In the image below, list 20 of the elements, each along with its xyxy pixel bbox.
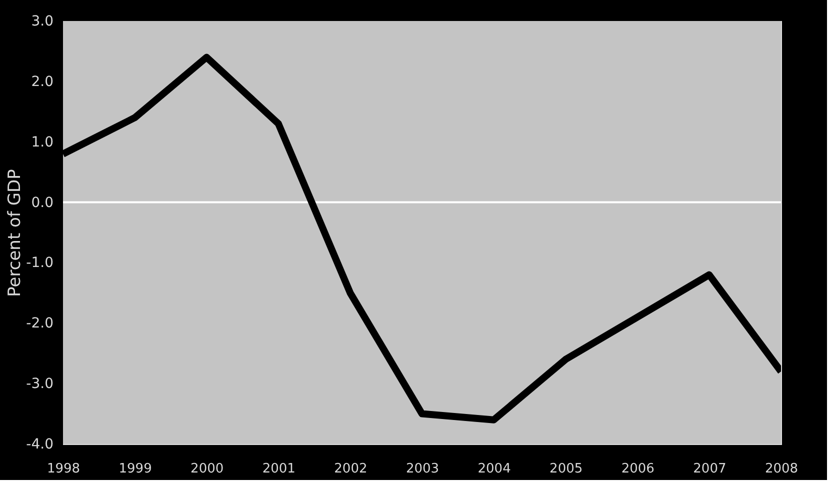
x-tick-label: 1999 xyxy=(118,462,152,476)
x-tick-label: 2007 xyxy=(693,462,726,476)
x-tick-label: 2005 xyxy=(550,462,583,476)
x-tick-label: 2006 xyxy=(621,462,654,476)
y-tick-label: 0.0 xyxy=(31,194,54,211)
y-tick-label: -3.0 xyxy=(26,376,54,392)
y-tick-label: -4.0 xyxy=(26,436,54,452)
x-tick-label: 2008 xyxy=(764,462,798,476)
y-tick-label: 3.0 xyxy=(31,14,54,30)
x-tick-label: 2000 xyxy=(190,462,224,476)
y-axis-title: Percent of GDP xyxy=(5,169,26,297)
x-tick-label: 2002 xyxy=(334,462,368,476)
y-tick-label: -2.0 xyxy=(26,316,54,332)
x-tick-label: 2003 xyxy=(406,462,440,476)
y-tick-label: 2.0 xyxy=(31,74,54,90)
x-tick-label: 2004 xyxy=(478,462,511,476)
y-tick-label: -1.0 xyxy=(26,255,54,272)
x-tick-label: 2001 xyxy=(262,462,296,476)
x-tick-label: 1998 xyxy=(46,462,80,476)
y-tick-label: 1.0 xyxy=(31,134,54,150)
